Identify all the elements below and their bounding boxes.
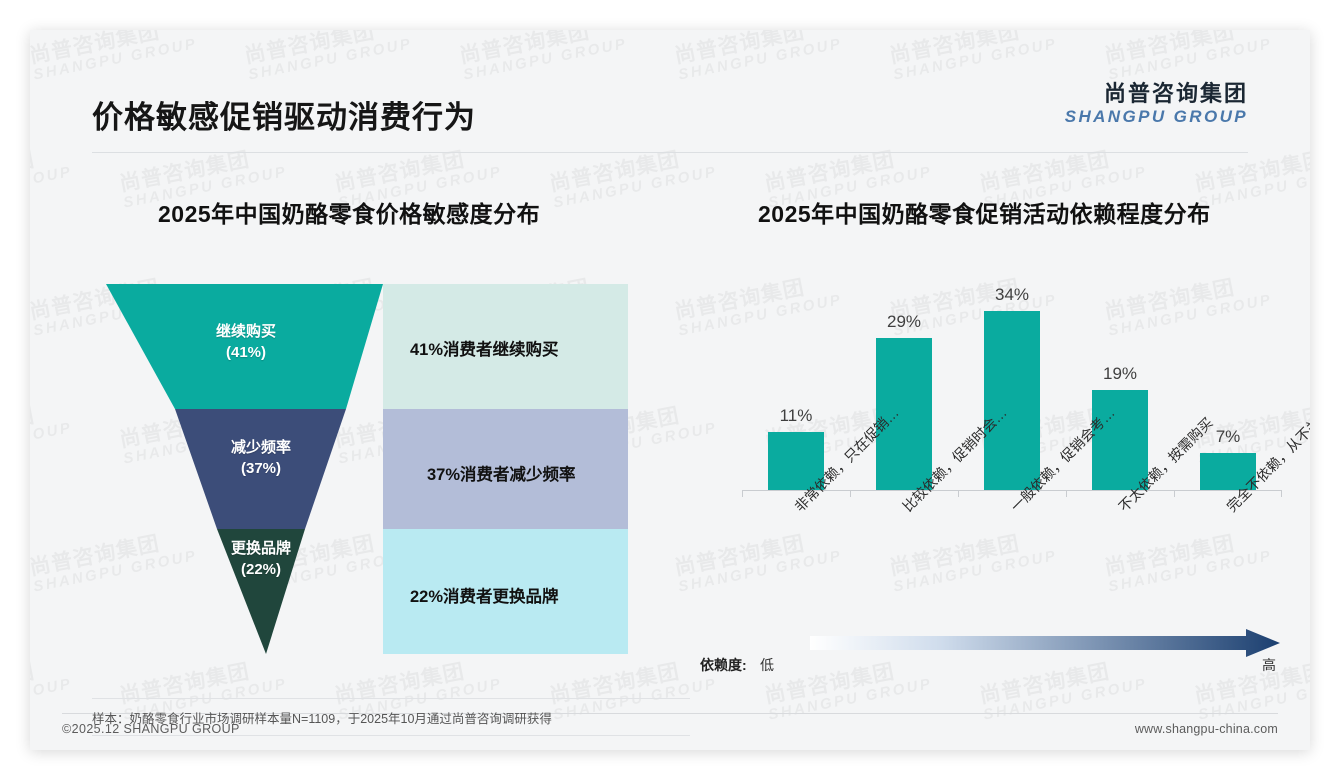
legend-title: 依赖度: [700,657,747,673]
axis-tick [742,490,743,497]
bar-column[interactable]: 19% [1092,364,1148,490]
bar-value-label: 7% [1215,427,1241,446]
page-title: 价格敏感促销驱动消费行为 [92,100,476,135]
bar-column[interactable]: 7% [1200,427,1256,490]
bar-value-label: 11% [779,406,813,425]
right-chart-title: 2025年中国奶酪零食促销活动依赖程度分布 [758,201,1211,227]
brand-logo: 尚普咨询集团 SHANGPU GROUP [1064,81,1248,126]
bar-value-label: 29% [886,312,922,331]
bar-value-label: 34% [994,285,1030,304]
funnel-segment-1 [106,284,383,409]
funnel-segment-2 [175,409,346,529]
sample-footnote-text: 样本：奶酪零食行业市场调研样本量N=1109，于2025年10月通过尚普咨询调研… [92,711,552,726]
bar-column[interactable]: 34% [984,285,1040,490]
axis-tick [1174,490,1175,497]
bar-chart-plot: 11% 29% 34% 19% 7% [742,280,1282,490]
right-chart-title-wrap: 2025年中国奶酪零食促销活动依赖程度分布 [758,195,1211,229]
bar-rect[interactable] [768,432,824,490]
axis-tick [850,490,851,497]
legend-low-label: 低 [760,657,774,673]
bar-chart-x-axis [742,490,1282,491]
dependency-gradient-legend: 依赖度: 低 高 [700,628,1282,684]
logo-english-text: SHANGPU GROUP [1064,106,1248,126]
slide-header: 价格敏感促销驱动消费行为 尚普咨询集团 SHANGPU GROUP [30,30,1310,135]
bar-rect[interactable] [876,338,932,490]
funnel-chart: 继续购买 (41%) 减少频率 (37%) 更换品牌 (22%) 41%消费者继… [100,258,640,658]
funnel-side-band-3 [383,529,628,654]
bar-rect[interactable] [1092,390,1148,490]
bar-rect[interactable] [984,311,1040,490]
funnel-segment-3 [217,529,305,654]
legend-high-label: 高 [1262,657,1276,673]
bar-rect[interactable] [1200,453,1256,490]
funnel-svg [106,284,628,654]
slide-footer: ©2025.12 SHANGPU GROUP www.shangpu-china… [30,714,1310,750]
sample-footnote: 样本：奶酪零食行业市场调研样本量N=1109，于2025年10月通过尚普咨询调研… [92,698,690,736]
axis-tick [958,490,959,497]
bar-column[interactable]: 29% [876,312,932,490]
footer-website[interactable]: www.shangpu-china.com [1134,722,1278,736]
left-chart-title-wrap: 2025年中国奶酪零食价格敏感度分布 [158,195,540,229]
bar-column[interactable]: 11% [768,406,824,490]
axis-tick [1281,490,1282,497]
logo-chinese-text: 尚普咨询集团 [1103,81,1248,106]
axis-tick [1066,490,1067,497]
funnel-side-band-2 [383,409,628,529]
gradient-arrow-icon [810,629,1280,657]
footer-divider [62,713,1278,714]
funnel-side-band-1 [383,284,628,409]
bar-value-label: 19% [1102,364,1138,383]
left-chart-title: 2025年中国奶酪零食价格敏感度分布 [158,201,541,227]
footer-copyright: ©2025.12 SHANGPU GROUP [62,722,240,736]
header-divider [92,152,1248,153]
